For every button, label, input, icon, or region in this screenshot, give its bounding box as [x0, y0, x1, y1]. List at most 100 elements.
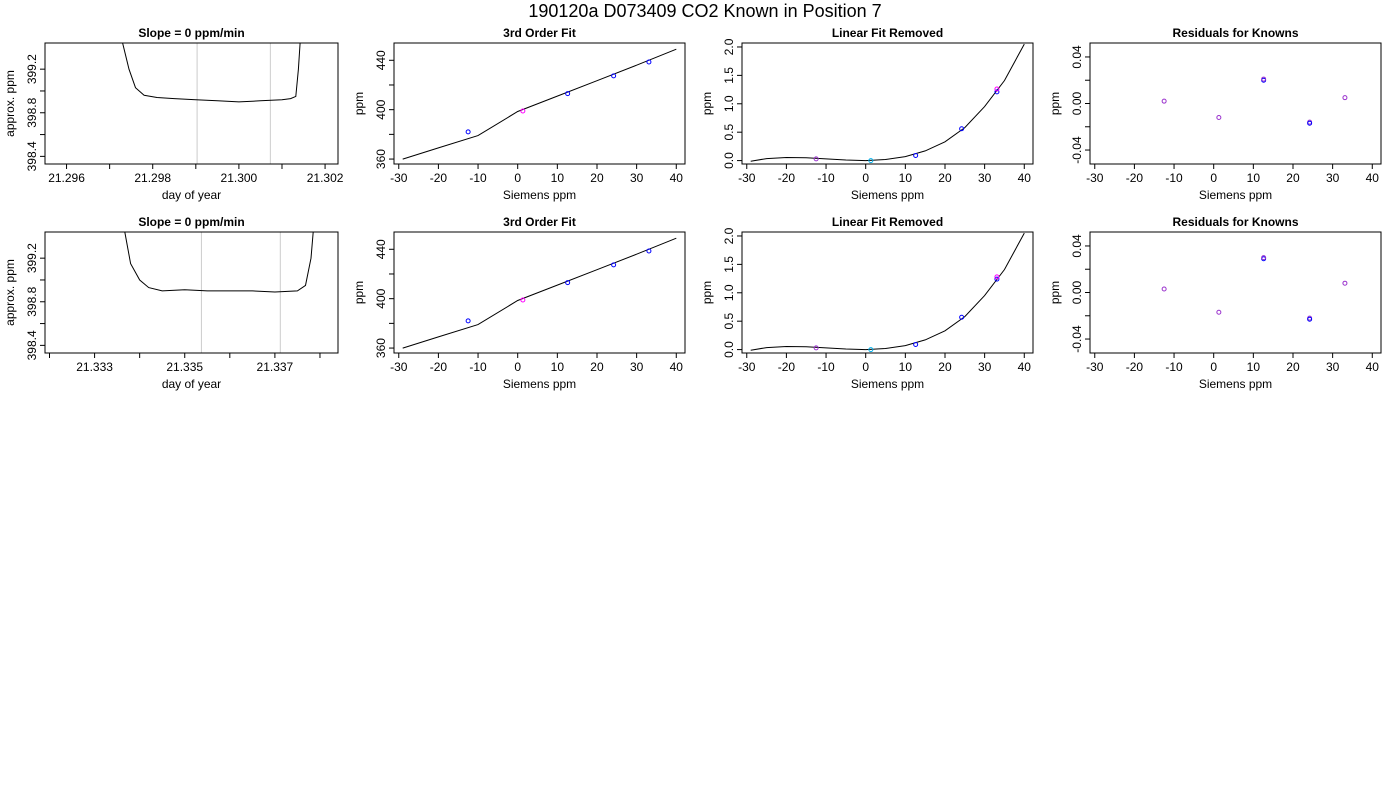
- data-point: [465, 129, 471, 135]
- x-tick-label: 30: [1326, 360, 1340, 374]
- panel-6: 3rd Order Fit -30 -20 -10 0 10 20 30 40 360 400 440…: [352, 215, 686, 391]
- fit-curve: [402, 48, 677, 160]
- data-point: [813, 156, 819, 162]
- data-point: [1261, 76, 1267, 82]
- main-title: 190120a D073409 CO2 Known in Position 7: [528, 1, 881, 21]
- x-tick-label: 10: [551, 360, 565, 374]
- x-tick-label: 10: [551, 171, 565, 185]
- y-tick-label: 0.5: [722, 124, 736, 141]
- panel-title: Residuals for Knowns: [1172, 26, 1298, 40]
- data-point: [1261, 255, 1267, 261]
- y-tick-label: 1.5: [722, 67, 736, 84]
- y-tick-label: 398.4: [25, 330, 39, 360]
- panel-3: Linear Fit Removed -30 -20 -10 0 10 20 30 40 0.0 0…: [700, 26, 1034, 202]
- series-line: [122, 42, 301, 103]
- x-tick-label: 10: [1247, 171, 1261, 185]
- x-tick-label: 0: [862, 171, 869, 185]
- y-tick-label: -0.04: [1070, 136, 1084, 164]
- plot-frame: [393, 42, 686, 165]
- panel-title: Linear Fit Removed: [832, 26, 943, 40]
- data-point: [959, 126, 965, 132]
- x-tick-label: 40: [1018, 360, 1032, 374]
- x-tick-label: -20: [778, 360, 796, 374]
- x-tick-label: 21.337: [257, 360, 294, 374]
- data-point: [994, 274, 1000, 280]
- x-tick-label: 10: [899, 360, 913, 374]
- x-tick-label: 30: [630, 360, 644, 374]
- x-tick-label: -20: [778, 171, 796, 185]
- x-tick-label: 21.333: [76, 360, 113, 374]
- x-tick-label: 0: [514, 360, 521, 374]
- y-tick-label: -0.04: [1070, 325, 1084, 353]
- x-tick-label: 30: [978, 360, 992, 374]
- x-tick-label: 20: [938, 171, 952, 185]
- data-point: [611, 73, 617, 79]
- x-tick-label: 10: [1247, 360, 1261, 374]
- y-tick-label: 1.0: [722, 284, 736, 301]
- y-axis-label: ppm: [700, 281, 714, 304]
- x-tick-label: 0: [1210, 360, 1217, 374]
- data-point: [868, 158, 874, 164]
- x-axis-label: Siemens ppm: [1199, 188, 1272, 202]
- panel-title: Linear Fit Removed: [832, 215, 943, 229]
- x-tick-label: -20: [430, 171, 448, 185]
- x-tick-label: -30: [738, 171, 756, 185]
- y-tick-label: 398.4: [25, 141, 39, 171]
- panel-1: Slope = 0 ppm/min 21.296 21.298 21.300 21.30…: [3, 26, 344, 202]
- y-axis-label: approx. ppm: [3, 259, 17, 326]
- plot-frame: [44, 231, 339, 354]
- y-tick-label: 398.8: [25, 97, 39, 127]
- panels: Slope = 0 ppm/min 21.296 21.298 21.300 21.30…: [3, 26, 1382, 391]
- x-tick-label: 40: [1018, 171, 1032, 185]
- y-tick-label: 0.0: [722, 152, 736, 169]
- y-tick-label: 399.2: [25, 243, 39, 273]
- fit-curve: [402, 237, 677, 349]
- series-line: [124, 231, 314, 293]
- panel-title: Slope = 0 ppm/min: [138, 26, 244, 40]
- x-tick-label: -10: [469, 360, 487, 374]
- x-tick-label: 21.335: [166, 360, 203, 374]
- data-point: [994, 89, 1000, 95]
- x-tick-label: -30: [1086, 360, 1104, 374]
- x-tick-label: 0: [1210, 171, 1217, 185]
- x-tick-label: -20: [430, 360, 448, 374]
- data-point: [611, 262, 617, 268]
- x-tick-label: 20: [938, 360, 952, 374]
- y-axis-label: ppm: [700, 92, 714, 115]
- x-tick-label: 40: [1366, 360, 1380, 374]
- panel-7: Linear Fit Removed -30 -20 -10 0 10 20 30 40 0.0 0…: [700, 215, 1034, 391]
- x-axis-label: Siemens ppm: [503, 188, 576, 202]
- x-tick-label: 10: [899, 171, 913, 185]
- x-tick-label: 30: [630, 171, 644, 185]
- x-tick-label: -10: [469, 171, 487, 185]
- y-axis-label: ppm: [352, 92, 366, 115]
- data-point: [994, 86, 1000, 92]
- x-tick-label: 20: [1286, 360, 1300, 374]
- data-point: [1216, 114, 1222, 120]
- data-point: [959, 314, 965, 320]
- y-tick-label: 440: [374, 50, 388, 70]
- y-axis-label: ppm: [1048, 92, 1062, 115]
- x-tick-label: -30: [1086, 171, 1104, 185]
- y-tick-label: 1.5: [722, 256, 736, 273]
- y-tick-label: 0.0: [722, 341, 736, 358]
- data-point: [465, 318, 471, 324]
- data-point: [565, 280, 571, 286]
- data-point: [565, 91, 571, 97]
- x-tick-label: 40: [1366, 171, 1380, 185]
- panel-title: 3rd Order Fit: [503, 26, 576, 40]
- y-tick-label: 2.0: [722, 38, 736, 55]
- fit-curve: [750, 232, 1025, 351]
- data-point: [913, 341, 919, 347]
- y-tick-label: 0.04: [1070, 234, 1084, 258]
- y-tick-label: 400: [374, 288, 388, 308]
- y-axis-label: approx. ppm: [3, 70, 17, 137]
- x-tick-label: -10: [1165, 171, 1183, 185]
- x-tick-label: 20: [590, 171, 604, 185]
- y-tick-label: 360: [374, 149, 388, 169]
- data-point: [913, 152, 919, 158]
- x-tick-label: 21.296: [48, 171, 85, 185]
- y-axis-label: ppm: [1048, 281, 1062, 304]
- data-point: [520, 108, 526, 114]
